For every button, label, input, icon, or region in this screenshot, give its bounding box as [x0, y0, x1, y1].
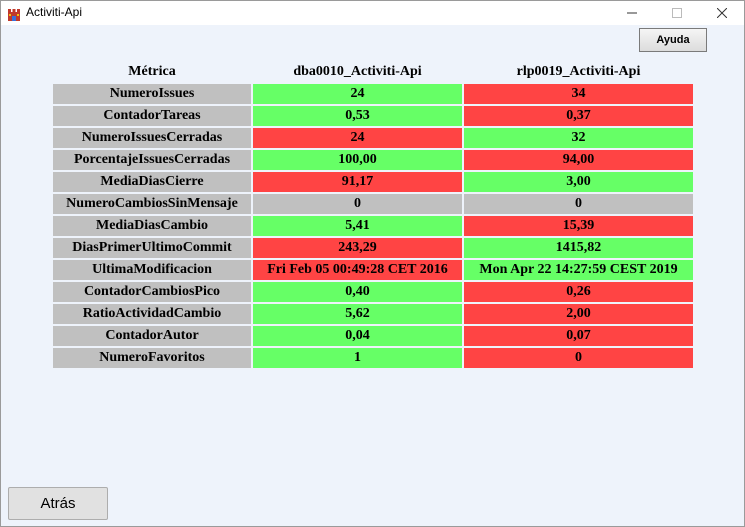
header-project-b: rlp0019_Activiti-Api: [516, 64, 641, 79]
back-button[interactable]: Atrás: [8, 487, 108, 520]
project-b-value: 34: [464, 84, 693, 104]
project-b-value: 3,00: [464, 172, 693, 192]
project-a-value: 0,04: [253, 326, 462, 346]
metric-label: NumeroFavoritos: [53, 348, 251, 368]
project-a-value: 0,53: [253, 106, 462, 126]
table-row: DiasPrimerUltimoCommit 243,29 1415,82: [53, 238, 693, 258]
metric-label: ContadorAutor: [53, 326, 251, 346]
project-a-value: 243,29: [253, 238, 462, 258]
project-b-value: 2,00: [464, 304, 693, 324]
metric-label: UltimaModificacion: [53, 260, 251, 280]
project-b-value: 1415,82: [464, 238, 693, 258]
metric-label: PorcentajeIssuesCerradas: [53, 150, 251, 170]
project-a-value: 91,17: [253, 172, 462, 192]
project-b-value: 0,26: [464, 282, 693, 302]
project-b-value: 15,39: [464, 216, 693, 236]
project-b-value: 0: [464, 348, 693, 368]
main-panel: Ayuda Métrica dba0010_Activiti-Api rlp00…: [1, 25, 744, 526]
metric-label: NumeroCambiosSinMensaje: [53, 194, 251, 214]
project-b-value: Mon Apr 22 14:27:59 CEST 2019: [464, 260, 693, 280]
minimize-icon[interactable]: [609, 1, 654, 25]
metric-label: NumeroIssues: [53, 84, 251, 104]
project-a-value: 1: [253, 348, 462, 368]
metric-label: RatioActividadCambio: [53, 304, 251, 324]
project-b-value: 32: [464, 128, 693, 148]
metric-label: ContadorCambiosPico: [53, 282, 251, 302]
project-a-value: 24: [253, 128, 462, 148]
table-row: ContadorTareas 0,53 0,37: [53, 106, 693, 126]
project-a-value: 5,62: [253, 304, 462, 324]
table-row: MediaDiasCambio 5,41 15,39: [53, 216, 693, 236]
table-row: UltimaModificacion Fri Feb 05 00:49:28 CE…: [53, 260, 693, 280]
project-a-value: 0,40: [253, 282, 462, 302]
project-a-value: 0: [253, 194, 462, 214]
header-project-a: dba0010_Activiti-Api: [293, 64, 422, 79]
title-bar[interactable]: Activiti-Api: [1, 1, 744, 25]
table-row: ContadorCambiosPico 0,40 0,26: [53, 282, 693, 302]
table-row: NumeroIssues 24 34: [53, 84, 693, 104]
table-row: NumeroIssuesCerradas 24 32: [53, 128, 693, 148]
metric-label: NumeroIssuesCerradas: [53, 128, 251, 148]
metric-label: MediaDiasCambio: [53, 216, 251, 236]
window-title: Activiti-Api: [26, 5, 83, 19]
close-icon[interactable]: [699, 1, 744, 25]
project-b-value: 0,37: [464, 106, 693, 126]
table-row: MediaDiasCierre 91,17 3,00: [53, 172, 693, 192]
castle-icon: [7, 6, 21, 21]
metrics-table: Métrica dba0010_Activiti-Api rlp0019_Act…: [51, 60, 695, 370]
project-a-value: 5,41: [253, 216, 462, 236]
project-a-value: 100,00: [253, 150, 462, 170]
maximize-icon[interactable]: [654, 1, 699, 25]
table-row: NumeroCambiosSinMensaje 0 0: [53, 194, 693, 214]
project-a-value: 24: [253, 84, 462, 104]
project-b-value: 94,00: [464, 150, 693, 170]
metric-label: MediaDiasCierre: [53, 172, 251, 192]
metric-label: DiasPrimerUltimoCommit: [53, 238, 251, 258]
table-header-row: Métrica dba0010_Activiti-Api rlp0019_Act…: [53, 62, 693, 82]
table-row: NumeroFavoritos 1 0: [53, 348, 693, 368]
help-button[interactable]: Ayuda: [639, 28, 707, 52]
project-b-value: 0: [464, 194, 693, 214]
table-row: PorcentajeIssuesCerradas 100,00 94,00: [53, 150, 693, 170]
table-row: ContadorAutor 0,04 0,07: [53, 326, 693, 346]
project-b-value: 0,07: [464, 326, 693, 346]
project-a-value: Fri Feb 05 00:49:28 CET 2016: [253, 260, 462, 280]
table-row: RatioActividadCambio 5,62 2,00: [53, 304, 693, 324]
metric-label: ContadorTareas: [53, 106, 251, 126]
header-metric: Métrica: [128, 64, 176, 79]
